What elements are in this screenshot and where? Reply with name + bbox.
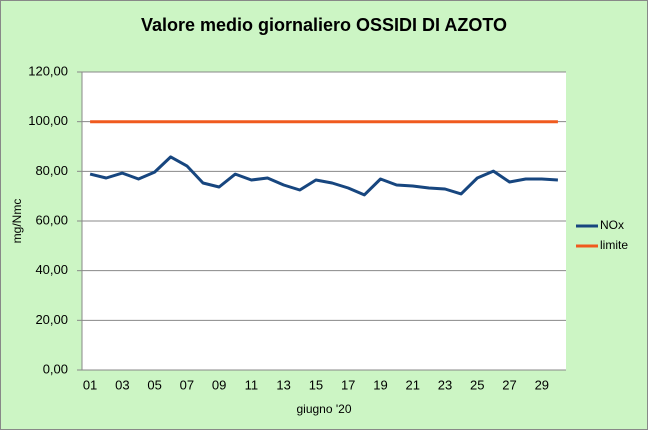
y-axis-label: mg/Nmc (10, 199, 24, 244)
x-tick-label: 27 (502, 377, 516, 392)
x-tick-label: 29 (535, 377, 549, 392)
x-tick-label: 03 (115, 377, 129, 392)
y-tick-label: 100,00 (28, 113, 68, 128)
x-tick-label: 01 (83, 377, 97, 392)
x-tick-label: 09 (212, 377, 226, 392)
x-axis-label: giugno '20 (296, 402, 351, 416)
series-line (89, 155, 558, 197)
x-tick-label: 07 (180, 377, 194, 392)
y-tick-label: 120,00 (28, 63, 68, 78)
chart-title: Valore medio giornaliero OSSIDI DI AZOTO (141, 15, 507, 35)
y-tick-label: 40,00 (35, 262, 68, 277)
x-tick-label: 23 (438, 377, 452, 392)
x-tick-label: 21 (405, 377, 419, 392)
y-tick-label: 0,00 (43, 361, 68, 376)
x-tick-label: 11 (245, 377, 259, 392)
y-tick-label: 80,00 (35, 163, 68, 178)
x-tick-label: 19 (373, 377, 387, 392)
y-tick-label: 20,00 (35, 312, 68, 327)
x-tick-label: 15 (309, 377, 323, 392)
x-tick-label: 25 (470, 377, 484, 392)
legend-label: limite (600, 238, 628, 252)
x-tick-label: 05 (147, 377, 161, 392)
x-tick-label: 13 (276, 377, 290, 392)
y-tick-label: 60,00 (35, 212, 68, 227)
x-tick-label: 17 (341, 377, 355, 392)
legend-label: NOx (600, 218, 624, 232)
